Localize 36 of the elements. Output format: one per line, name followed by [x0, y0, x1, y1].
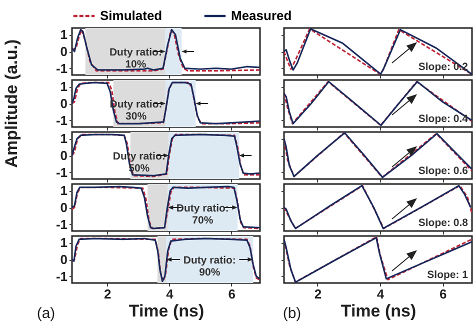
annotation: Duty ratio: 90% — [183, 254, 236, 278]
y-axis-title: Amplitude (a.u.) — [2, 39, 21, 168]
annotation: Slope: 1 — [427, 269, 468, 281]
y-tick-label: 0 — [60, 96, 68, 111]
y-tick-label: 1 — [60, 235, 68, 250]
y-tick-label: 0 — [60, 200, 68, 215]
y-tick-label: -1 — [56, 268, 68, 284]
y-tick-label: -1 — [56, 112, 68, 128]
x-tick-label: 6 — [439, 286, 447, 302]
y-tick-label: 0 — [60, 148, 68, 163]
legend-label: Measured — [231, 8, 292, 23]
annotation: Slope: 0.6 — [418, 165, 468, 177]
annotation: Slope: 0.4 — [418, 113, 468, 125]
line-series — [72, 82, 260, 124]
x-axis-title: Time (ns) — [128, 302, 204, 320]
x-tick-label: 2 — [104, 286, 112, 302]
text: (b) — [282, 305, 302, 322]
y-tick-label: 1 — [60, 183, 68, 198]
x-tick-label: 6 — [228, 286, 236, 302]
annotation: Slope: 0.8 — [418, 217, 468, 229]
x-axis-title: Time (ns) — [340, 302, 416, 320]
x-tick-label: 4 — [376, 286, 385, 302]
x-tick-label: 4 — [166, 286, 174, 302]
y-tick-label: 0 — [60, 252, 68, 267]
annotation: Duty ratio: 70% — [176, 202, 229, 226]
y-tick-label: -1 — [56, 164, 68, 180]
y-tick-label: -1 — [56, 60, 68, 76]
legend-label: Simulated — [100, 8, 162, 23]
y-tick-label: 0 — [60, 44, 68, 59]
line-series — [72, 238, 260, 282]
y-tick-label: 1 — [60, 79, 68, 94]
y-tick-label: -1 — [56, 216, 68, 232]
x-tick-label: 2 — [314, 286, 322, 302]
y-tick-label: 1 — [60, 131, 68, 146]
y-tick-label: 1 — [60, 27, 68, 42]
text: (a) — [36, 305, 56, 322]
